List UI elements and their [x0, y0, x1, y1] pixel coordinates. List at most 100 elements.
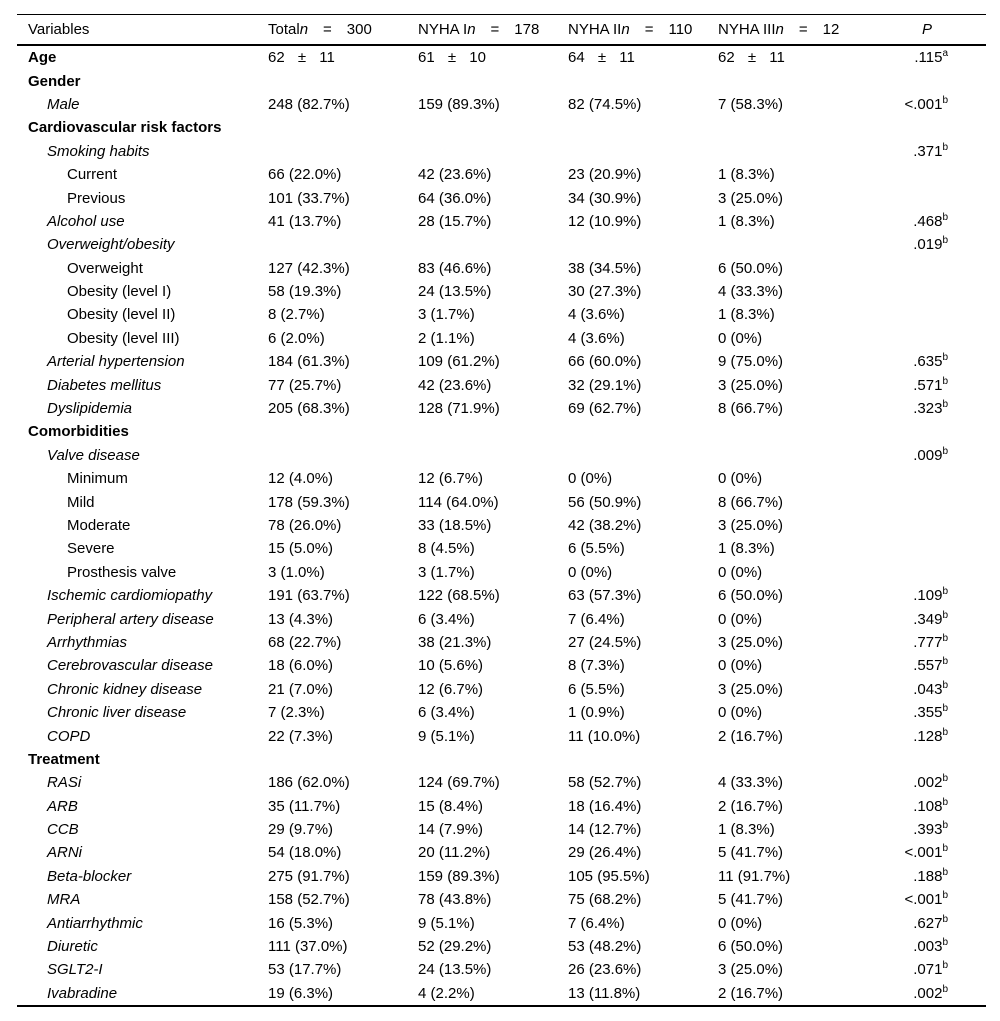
p-value-cell: .393b	[913, 820, 948, 839]
equals-sign: =	[490, 21, 500, 38]
p-value-cell: <.001b	[904, 843, 948, 862]
p-value-cell	[868, 257, 986, 280]
footnote-marker: b	[942, 656, 948, 668]
table-row: SGLT2-I 53 (17.7%) 24 (13.5%) 26 (23.6%) 3 (…	[17, 958, 986, 981]
value-cell: 2 (16.7%)	[718, 984, 784, 1002]
p-value-cell: .128b	[913, 726, 948, 745]
p-value-cell	[868, 303, 986, 326]
value-cell: 38 (21.3%)	[418, 633, 492, 651]
footnote-marker: b	[942, 937, 948, 949]
p-value-cell: .557b	[913, 656, 948, 675]
value-cell: 10 (5.6%)	[418, 657, 484, 675]
value-cell: 63 (57.3%)	[568, 587, 642, 605]
row-label: Mild	[67, 493, 95, 511]
value-cell: 3 (25.0%)	[718, 376, 784, 394]
footnote-marker: a	[942, 48, 948, 60]
footnote-marker: b	[942, 703, 948, 715]
value-cell: 64 (36.0%)	[418, 189, 492, 207]
table-row: Chronic liver disease 7 (2.3%) 6 (3.4%) 1 (…	[17, 701, 986, 724]
value-cell: 78 (43.8%)	[418, 891, 492, 909]
value-cell: 6 (5.5%)	[568, 540, 625, 558]
footnote-marker: b	[942, 586, 948, 598]
table-row: MRA 158 (52.7%) 78 (43.8%) 75 (68.2%) 5 (41.…	[17, 888, 986, 911]
value-cell: 41 (13.7%)	[268, 212, 342, 230]
clinical-characteristics-table: Variables Totaln = 300 NYHA In = 178 NYHA II…	[17, 14, 986, 1008]
value-cell: 52 (29.2%)	[418, 938, 492, 956]
value-cell	[268, 748, 418, 771]
value-cell	[268, 233, 418, 256]
value-cell: 3 (1.0%)	[268, 563, 325, 581]
value-cell: 56 (50.9%)	[568, 493, 642, 511]
value-cell	[418, 140, 568, 163]
equals-sign: =	[323, 21, 332, 38]
equals-sign: =	[798, 21, 808, 38]
row-label: Male	[47, 95, 80, 113]
value-cell: 26 (23.6%)	[568, 961, 642, 979]
value-cell: 6 (50.0%)	[718, 259, 784, 277]
value-cell: 20 (11.2%)	[418, 844, 491, 862]
p-value-cell: .009b	[913, 445, 948, 464]
p-value-cell	[868, 116, 986, 139]
value-cell: 3 (25.0%)	[718, 680, 784, 698]
value-cell: 33 (18.5%)	[418, 517, 492, 534]
row-label: Current	[67, 166, 118, 184]
table-row: Obesity (level I) 58 (19.3%) 24 (13.5%) 30 …	[17, 280, 986, 303]
value-cell: 8 (2.7%)	[268, 306, 325, 324]
value-cell: 24 (13.5%)	[418, 961, 492, 979]
value-cell: 1 (0.9%)	[568, 704, 625, 722]
table-row: Diuretic 111 (37.0%) 52 (29.2%) 53 (48.2%) 6…	[17, 935, 986, 958]
footnote-marker: b	[942, 960, 948, 972]
column-header-label: NYHA II	[568, 21, 622, 38]
value-cell: 53 (17.7%)	[268, 961, 342, 979]
value-cell	[568, 444, 718, 467]
p-value-cell: .468b	[913, 211, 948, 230]
row-label: Previous	[67, 189, 126, 207]
footnote-marker: b	[942, 679, 948, 691]
value-cell: 275 (91.7%)	[268, 867, 350, 885]
value-cell: 5 (41.7%)	[718, 891, 784, 909]
column-header-total: Totaln = 300	[268, 14, 418, 46]
value-cell: 22 (7.3%)	[268, 727, 334, 745]
value-cell: 8 (66.7%)	[718, 400, 784, 418]
column-header-nyha-3: NYHA IIIn = 12	[718, 14, 868, 46]
value-cell: 58 (19.3%)	[268, 283, 342, 301]
p-value-cell: .188b	[913, 866, 948, 885]
value-cell: 82 (74.5%)	[568, 95, 642, 113]
value-cell	[268, 420, 418, 443]
p-value-cell: .002b	[913, 773, 948, 792]
value-cell: 75 (68.2%)	[568, 891, 642, 909]
row-label: Beta-blocker	[47, 867, 132, 885]
value-cell: 2 (16.7%)	[718, 797, 784, 815]
value-cell	[568, 69, 718, 92]
n-symbol: n	[299, 21, 309, 38]
value-cell: 7 (6.4%)	[568, 914, 625, 932]
value-cell: 69 (62.7%)	[568, 400, 642, 418]
value-cell: 14 (12.7%)	[568, 821, 642, 839]
p-value-cell: .635b	[913, 352, 948, 371]
value-cell: 178 (59.3%)	[268, 493, 350, 511]
value-cell: 11 (91.7%)	[718, 867, 791, 885]
n-count: 12	[822, 21, 840, 38]
footnote-marker: b	[942, 632, 948, 644]
value-cell	[568, 420, 718, 443]
value-cell: 4 (2.2%)	[418, 984, 475, 1002]
table-row: Comorbidities	[17, 420, 986, 443]
table-row: Alcohol use 41 (13.7%) 28 (15.7%) 12 (10.9%…	[17, 210, 986, 233]
value-cell: 42 (38.2%)	[568, 517, 642, 534]
value-cell: 205 (68.3%)	[268, 400, 350, 418]
value-cell: 8 (66.7%)	[718, 493, 784, 511]
p-value-cell: .115a	[914, 48, 948, 67]
value-cell	[418, 116, 568, 139]
p-value-cell: .043b	[913, 679, 948, 698]
value-cell	[268, 444, 418, 467]
value-cell: 3 (25.0%)	[718, 189, 784, 207]
row-label: Arterial hypertension	[47, 353, 185, 371]
value-cell: 0 (0%)	[568, 563, 613, 581]
table-row: Arrhythmias 68 (22.7%) 38 (21.3%) 27 (24.5%…	[17, 631, 986, 654]
value-cell: 24 (13.5%)	[418, 283, 492, 301]
value-cell: 42 (23.6%)	[418, 376, 492, 394]
row-label: Cardiovascular risk factors	[28, 119, 222, 137]
value-cell: 6 (3.4%)	[418, 610, 475, 628]
table-row: Male 248 (82.7%) 159 (89.3%) 82 (74.5%) 7 (5…	[17, 93, 986, 116]
value-cell: 159 (89.3%)	[418, 867, 500, 885]
